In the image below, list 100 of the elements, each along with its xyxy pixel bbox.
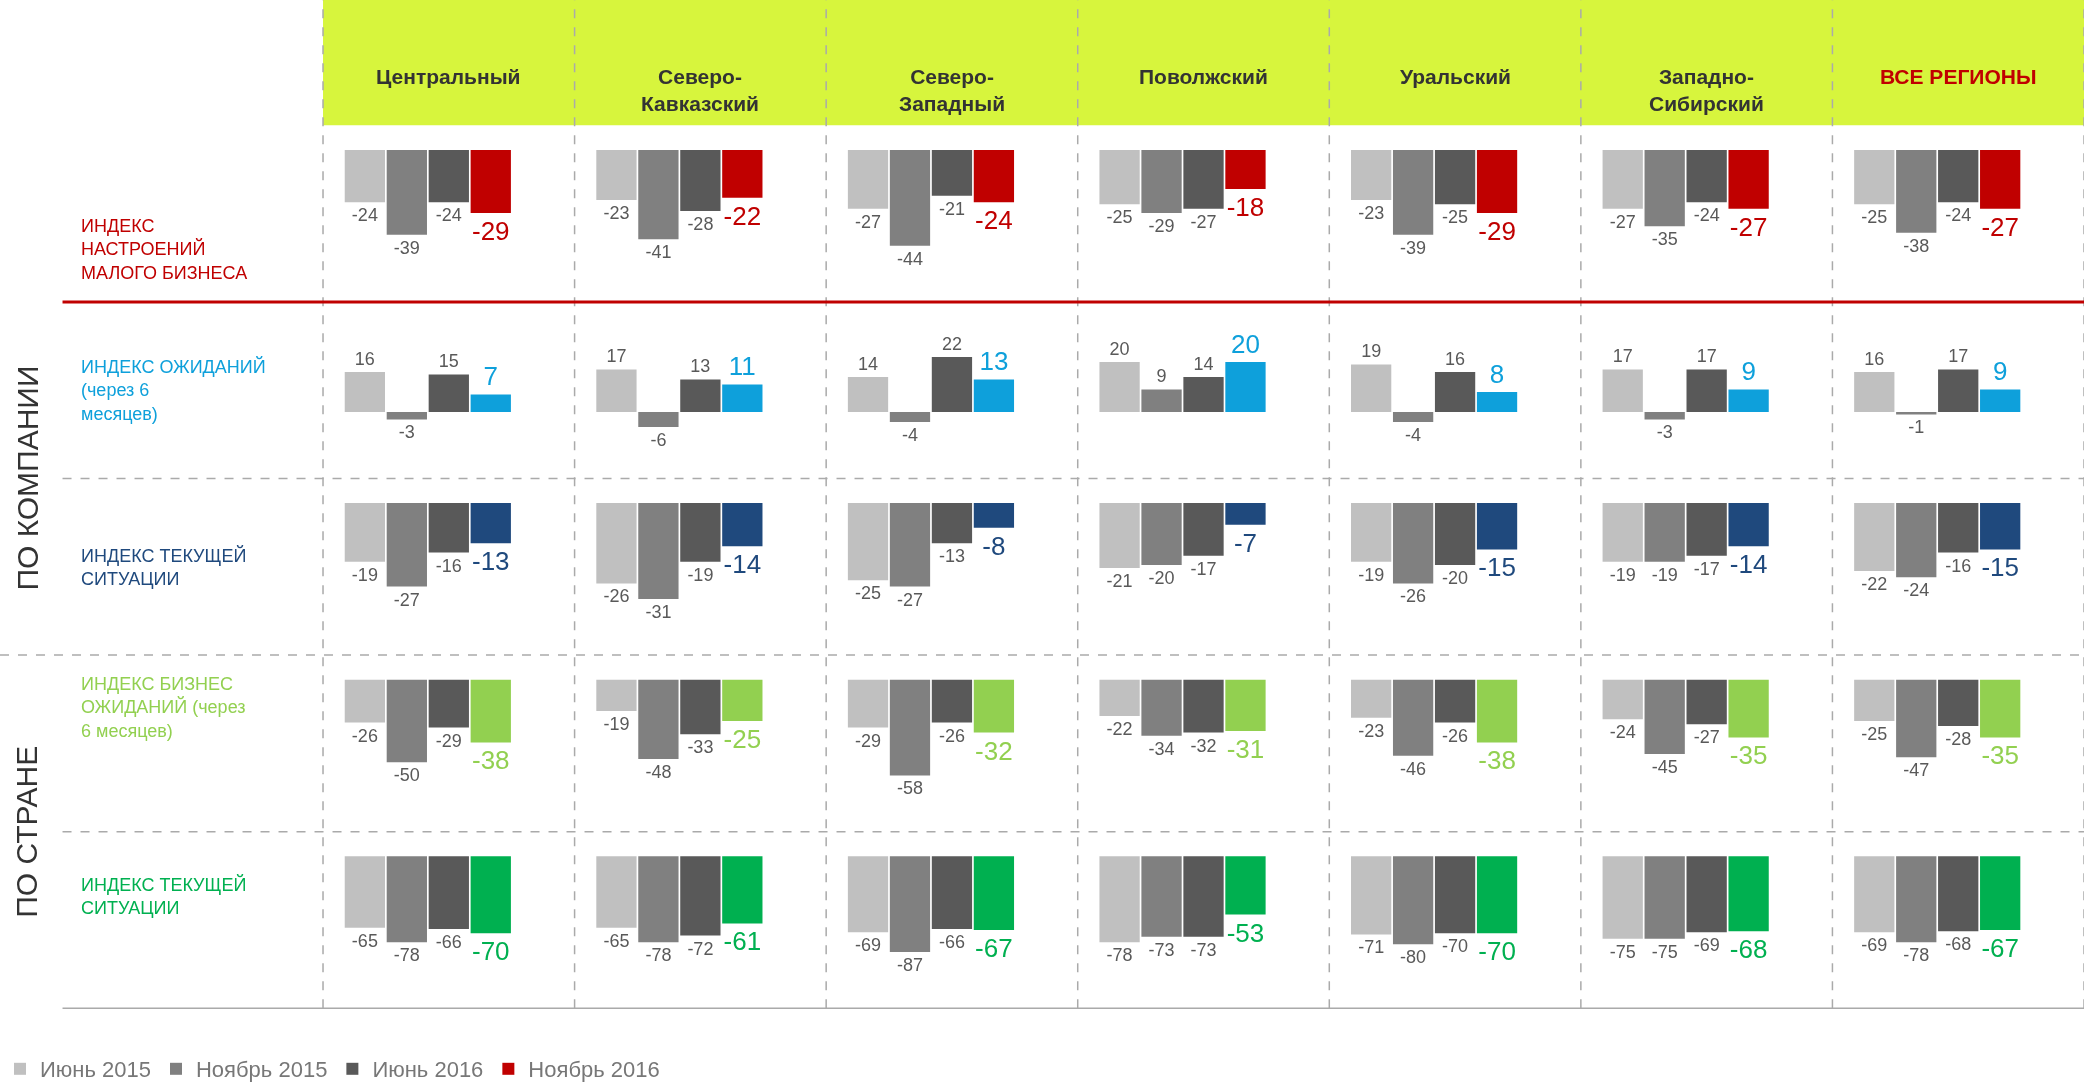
data-label: -66 (435, 931, 462, 952)
data-label: -23 (1358, 203, 1385, 224)
bar (344, 371, 386, 412)
data-label: -19 (1358, 564, 1385, 585)
data-label: 14 (857, 353, 879, 374)
data-label: -73 (1190, 939, 1217, 960)
data-label: -33 (687, 737, 714, 758)
bar (1980, 389, 2021, 412)
data-label: -32 (975, 735, 1013, 766)
bar (1938, 369, 1979, 412)
data-label: -7 (1233, 527, 1258, 558)
data-label: -27 (1609, 211, 1636, 232)
bar (722, 384, 763, 412)
data-label: -3 (398, 422, 415, 443)
bar (596, 369, 637, 412)
data-label: -25 (1861, 207, 1888, 228)
data-label: 19 (1361, 341, 1382, 362)
data-label: 17 (1696, 346, 1717, 367)
data-label: -78 (645, 945, 672, 966)
data-label: -22 (1861, 574, 1888, 595)
data-label: -26 (1400, 586, 1427, 607)
data-label: -73 (1148, 939, 1175, 960)
data-label: -22 (723, 200, 762, 231)
data-label: -22 (1106, 719, 1133, 740)
data-label: -16 (1945, 555, 1972, 576)
data-label: -53 (1226, 917, 1265, 948)
bar (680, 379, 721, 412)
data-label: -25 (723, 723, 762, 754)
data-label: -24 (1945, 205, 1972, 226)
data-label: -31 (1226, 733, 1265, 764)
bar (1476, 391, 1518, 412)
data-label: -35 (1729, 740, 1768, 771)
data-label: -27 (896, 589, 923, 610)
data-label: -16 (435, 555, 462, 576)
data-label: -18 (1226, 192, 1265, 223)
y-axis-title: ИНДЕКС ТЕКУЩЕЙ СИТУАЦИИ (81, 874, 247, 919)
data-label: 14 (1193, 353, 1214, 374)
data-label: -78 (1903, 945, 1930, 966)
data-label: -31 (645, 601, 672, 622)
data-label: 9 (1992, 356, 2008, 387)
data-label: -50 (393, 765, 420, 786)
data-label: -41 (645, 242, 672, 263)
bar (1392, 411, 1434, 422)
bar (973, 379, 1015, 412)
data-label: -27 (1190, 211, 1217, 232)
bar (1854, 371, 1895, 412)
legend-label: Июнь 2015 (40, 1057, 151, 1083)
data-label: -44 (896, 248, 923, 269)
data-label: -61 (723, 926, 762, 957)
data-label: -28 (1945, 728, 1972, 749)
data-label: 20 (1231, 328, 1260, 359)
legend-label: Июнь 2016 (372, 1057, 484, 1083)
bar (1351, 364, 1392, 412)
data-label: -80 (1400, 947, 1427, 968)
data-label: -26 (1442, 725, 1469, 746)
data-label: 16 (1864, 348, 1885, 369)
y-axis-title: ИНДЕКС ОЖИДАНИЙ (через 6 месяцев) (81, 356, 266, 424)
data-label: -17 (1693, 558, 1720, 579)
data-label: -14 (723, 549, 762, 580)
data-label: -25 (1106, 207, 1133, 228)
data-label: -4 (901, 424, 918, 445)
data-label: -13 (471, 546, 510, 577)
data-label: -38 (1478, 745, 1516, 776)
data-label: -24 (1693, 205, 1720, 226)
data-label: 13 (690, 356, 711, 377)
data-label: -26 (351, 725, 378, 746)
data-label: -6 (650, 429, 667, 450)
legend-label: Ноябрь 2015 (195, 1057, 328, 1083)
data-label: -38 (1903, 235, 1930, 256)
chart-title: Поволжский (1139, 65, 1268, 88)
data-label: -65 (351, 930, 378, 951)
bar (386, 411, 427, 420)
data-label: -78 (1106, 945, 1133, 966)
chart-title: Уральский (1400, 65, 1512, 88)
data-label: 9 (1741, 356, 1756, 387)
data-label: -29 (1478, 216, 1516, 247)
data-label: -19 (1609, 564, 1636, 585)
data-label: -29 (855, 730, 882, 751)
chart-title: Центральный (376, 65, 521, 88)
data-label: 16 (354, 348, 375, 369)
y-axis-title: ИНДЕКС НАСТРОЕНИЙ МАЛОГО БИЗНЕСА (81, 216, 248, 283)
data-label: 20 (1109, 338, 1130, 359)
data-label: -29 (1148, 216, 1175, 237)
data-label: -20 (1442, 567, 1469, 588)
data-label: -67 (1981, 933, 2019, 964)
data-label: -23 (1358, 720, 1385, 741)
data-label: -38 (471, 745, 510, 776)
data-label: 16 (1445, 348, 1466, 369)
data-label: -27 (1981, 211, 2019, 242)
data-label: 17 (606, 346, 627, 367)
data-label: -26 (938, 725, 965, 746)
data-label: 11 (728, 351, 756, 382)
chart-title: ВСЕ РЕГИОНЫ (1880, 65, 2037, 88)
data-label: -21 (1106, 570, 1133, 591)
data-label: -24 (1609, 722, 1636, 743)
data-label: -29 (471, 216, 510, 247)
data-label: -1 (1908, 417, 1925, 438)
data-label: 9 (1156, 366, 1167, 387)
data-label: -65 (603, 930, 630, 951)
data-label: -4 (1405, 424, 1422, 445)
